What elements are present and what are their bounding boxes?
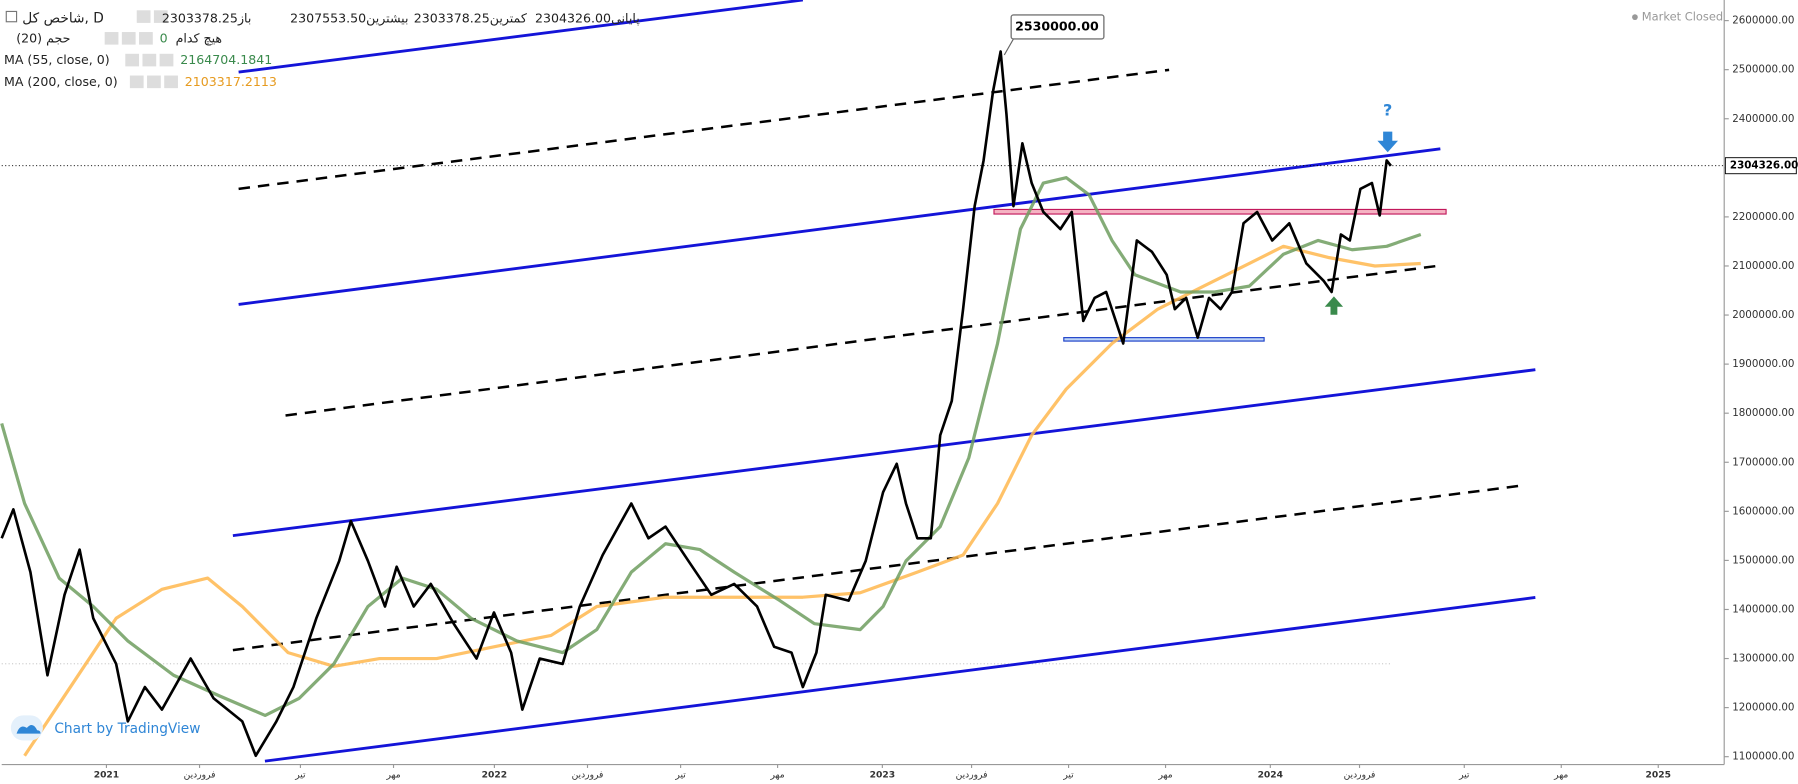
y-tick-label: 1500000.00 — [1732, 554, 1794, 566]
x-tick-label: 2023 — [870, 770, 895, 780]
x-tick-label: تیر — [1062, 770, 1074, 780]
ohlc-entry: 2304326.00پایانی — [535, 10, 640, 25]
down-arrow — [1377, 131, 1399, 153]
settings-icon[interactable] — [153, 10, 168, 23]
ohlc-label: باز — [237, 10, 251, 26]
x-tick-label: فروردین — [956, 770, 988, 780]
x-tick-label: 2021 — [94, 770, 119, 780]
y-tick-label: 2000000.00 — [1732, 309, 1794, 321]
question-mark: ? — [1383, 101, 1392, 120]
drawings — [232, 0, 1536, 763]
trend-line — [238, 0, 804, 74]
x-tick-label: فروردین — [184, 770, 216, 780]
y-tick-label: 1300000.00 — [1732, 653, 1794, 665]
trend-line — [232, 368, 1536, 538]
y-tick-label: 1200000.00 — [1732, 702, 1794, 714]
settings-icon[interactable] — [136, 10, 151, 23]
y-tick-label: 1400000.00 — [1732, 603, 1794, 615]
settings-icon[interactable] — [142, 53, 157, 67]
ma200-value: 2103317.2113 — [185, 74, 277, 89]
x-tick-label: تیر — [1458, 770, 1470, 780]
ohlc-value: 2303378.25 — [162, 10, 238, 25]
y-tick-label: 2600000.00 — [1732, 15, 1794, 27]
settings-icon[interactable] — [129, 75, 144, 89]
ma200-name: MA (200, close, 0) — [4, 74, 118, 89]
watermark: Chart by TradingView — [54, 721, 200, 737]
ohlc-entry: 2307553.50بیشترین — [290, 10, 408, 26]
callout-box — [1010, 14, 1105, 40]
ma55-value: 2164704.1841 — [180, 52, 272, 67]
x-tick-label: 2025 — [1646, 770, 1671, 780]
settings-icon[interactable] — [159, 53, 174, 67]
last-price-box — [1724, 157, 1797, 175]
volume-name: حجم (20) — [16, 30, 70, 46]
symbol-title: شاخص کل, D — [22, 10, 104, 26]
y-tick-label: 1900000.00 — [1732, 358, 1794, 370]
price-line — [0, 50, 1392, 758]
dashed-channel-line — [238, 68, 1170, 191]
settings-icon[interactable] — [121, 32, 136, 45]
ohlc-label: کمترین — [490, 10, 527, 26]
ohlc-label: پایانی — [611, 10, 640, 25]
ma55-name: MA (55, close, 0) — [4, 52, 110, 67]
x-tick-label: مهر — [1553, 770, 1568, 780]
settings-icon[interactable] — [104, 32, 119, 45]
y-tick-label: 1800000.00 — [1732, 407, 1794, 419]
y-tick-label: 1700000.00 — [1732, 456, 1794, 468]
trend-line — [264, 596, 1536, 763]
support-zone — [1063, 337, 1265, 342]
dashed-channel-line — [232, 484, 1525, 652]
moving-average-line — [23, 244, 1421, 757]
x-tick-label: تیر — [294, 770, 306, 780]
x-tick-label: مهر — [1157, 770, 1172, 780]
last-price-label: 2304326.00 — [1730, 160, 1798, 172]
x-tick-label: تیر — [674, 770, 686, 780]
ohlc-label: بیشترین — [366, 10, 408, 26]
y-tick-label: 1600000.00 — [1732, 505, 1794, 517]
ohlc-value: 2304326.00 — [535, 10, 611, 25]
collapse-icon[interactable] — [5, 10, 18, 23]
settings-icon[interactable] — [147, 75, 161, 89]
callout-label: 2530000.00 — [1015, 18, 1099, 33]
y-tick-label: 2500000.00 — [1732, 64, 1794, 76]
legend: شاخص کل, D حجم (20) هیچ کدام 0 MA (55, c… — [4, 10, 277, 89]
settings-icon[interactable] — [125, 53, 140, 67]
x-tick-label: مهر — [385, 770, 400, 780]
x-tick-label: 2024 — [1258, 770, 1283, 780]
up-arrow — [1324, 296, 1344, 315]
resistance-zone — [993, 208, 1447, 215]
status-dot — [1632, 14, 1638, 21]
y-tick-label: 2400000.00 — [1732, 113, 1794, 125]
x-tick-label: فروردین — [572, 770, 604, 780]
x-tick-label: مهر — [770, 770, 785, 780]
logo-cloud — [16, 724, 41, 734]
overlay: ? Market Closed Chart by TradingView — [10, 10, 1723, 741]
volume-value: 0 — [160, 30, 168, 45]
ohlc-entry: 2303378.25کمترین — [414, 10, 527, 26]
y-tick-label: 1100000.00 — [1732, 751, 1794, 763]
ohlc-value: 2307553.50 — [290, 10, 366, 25]
settings-icon[interactable] — [164, 75, 178, 89]
y-tick-label: 2100000.00 — [1732, 260, 1794, 272]
volume-setting: هیچ کدام — [176, 30, 222, 46]
x-tick-label: فروردین — [1344, 770, 1376, 780]
settings-icon[interactable] — [139, 32, 153, 45]
series-layer — [0, 50, 1422, 758]
ohlc-entry: 2303378.25باز — [162, 10, 251, 26]
trend-line — [238, 147, 1441, 306]
moving-average-line — [0, 176, 1422, 718]
ohlc-value: 2303378.25 — [414, 10, 490, 25]
market-status: Market Closed — [1642, 10, 1723, 24]
y-tick-label: 2200000.00 — [1732, 211, 1794, 223]
x-tick-label: 2022 — [482, 770, 507, 780]
